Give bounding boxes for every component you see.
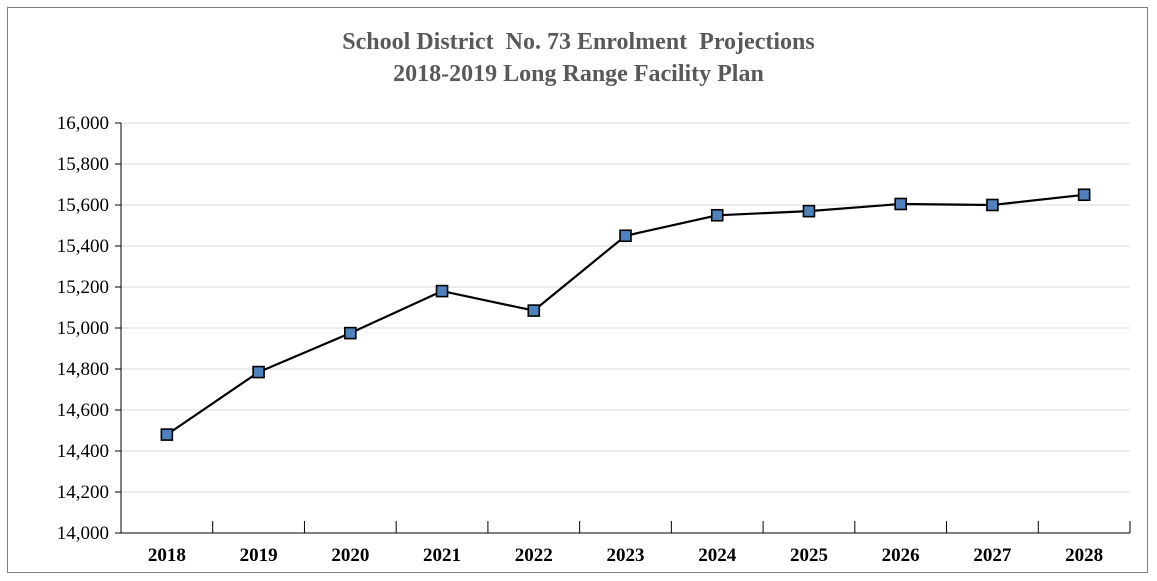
y-tick-label: 14,600 — [57, 400, 109, 421]
y-tick-label: 15,600 — [57, 195, 109, 216]
y-axis-ticks: 14,000 14,200 14,400 14,600 14,800 15,000 15,2… — [57, 113, 121, 544]
x-tick-label: 2020 — [331, 545, 369, 566]
y-tick-label: 16,000 — [57, 113, 109, 134]
x-tick-label: 2019 — [240, 545, 278, 566]
x-tick-label: 2026 — [882, 545, 920, 566]
y-tick-label: 14,800 — [57, 359, 109, 380]
data-point-marker — [986, 198, 999, 212]
data-point-marker — [435, 284, 449, 298]
chart-subtitle: 2018-2019 Long Range Facility Plan — [393, 61, 764, 87]
series-markers — [160, 188, 1091, 441]
y-tick-label: 15,000 — [57, 318, 109, 339]
x-tick-label: 2022 — [515, 545, 553, 566]
chart-frame — [7, 7, 1148, 573]
x-axis-ticks: 2018 2019 2020 2021 2022 2023 2024 2025 2026 2027… — [120, 521, 1131, 566]
data-point-marker — [1077, 188, 1091, 202]
x-tick-label: 2021 — [423, 545, 461, 566]
y-tick-label: 15,200 — [57, 277, 109, 298]
chart-title-block: School District No. 73 Enrolment Project… — [0, 26, 1157, 90]
x-tick-label: 2018 — [148, 545, 186, 566]
gridlines — [121, 122, 1130, 493]
y-tick-label: 15,800 — [57, 154, 109, 175]
y-tick-label: 14,000 — [57, 523, 109, 544]
x-tick-label: 2024 — [698, 545, 737, 566]
y-tick-label: 14,200 — [57, 482, 109, 503]
data-point-marker — [344, 326, 357, 340]
x-tick-label: 2023 — [607, 545, 645, 566]
data-point-marker — [160, 428, 174, 441]
x-tick-label: 2028 — [1065, 545, 1103, 566]
data-point-marker — [252, 365, 265, 379]
x-tick-label: 2025 — [790, 545, 828, 566]
data-point-marker — [802, 204, 816, 218]
x-tick-label: 2027 — [973, 545, 1012, 566]
data-point-marker — [894, 197, 907, 211]
data-point-marker — [710, 208, 724, 222]
data-point-marker — [527, 304, 541, 317]
y-tick-label: 15,400 — [57, 236, 109, 257]
y-tick-label: 14,400 — [57, 441, 109, 462]
chart-title: School District No. 73 Enrolment Project… — [342, 29, 815, 55]
data-point-marker — [619, 229, 632, 243]
